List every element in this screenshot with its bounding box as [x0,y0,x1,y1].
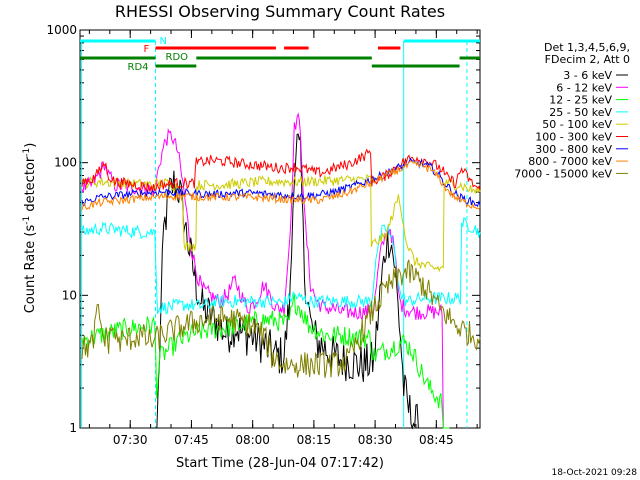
x-tick-label: 07:30 [113,433,148,447]
x-tick-label: 08:15 [297,433,332,447]
y-tick-label: 1 [69,421,77,435]
series-line-7 [81,157,481,207]
series-line-6 [81,148,481,193]
x-axis-label: Start Time (28-Jun-04 07:17:42) [176,456,384,471]
series-line-9 [81,259,481,378]
legend-entry-label: 50 - 100 keV [542,118,612,131]
legend-entry-label: 6 - 12 keV [556,81,612,94]
y-axis-label: Count Rate (s-1 detector-1) [22,143,38,314]
y-tick-label: 10 [62,288,77,302]
chart-title: RHESSI Observing Summary Count Rates [115,2,445,21]
plot-area: NF RD4 RDO [80,36,481,430]
x-tick-label: 08:30 [358,433,393,447]
series-line-4 [81,217,481,315]
legend-entry-label: 300 - 800 keV [535,143,612,156]
legend-entry-label: 12 - 25 keV [549,94,612,107]
series-line-3 [81,293,450,429]
y-tick-label: 1000 [46,23,77,37]
legend-entry-label: 100 - 300 keV [535,131,612,144]
legend-header: FDecim 2, Att 0 [545,53,630,66]
x-tick-label: 07:45 [174,433,209,447]
y-tick-label: 100 [54,156,77,170]
legend-entry-label: 25 - 50 keV [549,106,612,119]
decimation-label: RD4 [128,62,149,73]
timestamp: 18-Oct-2021 09:28 [552,468,638,478]
decimation-label-2: RDO [166,52,189,63]
series-line-8 [81,159,481,211]
series-line-5 [81,173,481,273]
x-tick-label: 08:45 [419,433,454,447]
plot-frame [79,29,481,429]
legend: Det 1,3,4,5,6,9,FDecim 2, Att 0 3 - 6 keV… [514,41,630,180]
flare-label: F [144,44,150,55]
legend-header: Det 1,3,4,5,6,9, [544,41,630,54]
legend-entry-label: 7000 - 15000 keV [514,167,612,180]
night-label: N [160,36,167,47]
axis-ticks: 1 10 100 1000 07:30 07:45 08:00 08:15 08:30 08:45 [46,23,481,447]
legend-entry-label: 800 - 7000 keV [528,155,612,168]
legend-entry-label: 3 - 6 keV [563,69,612,82]
x-tick-label: 08:00 [235,433,270,447]
